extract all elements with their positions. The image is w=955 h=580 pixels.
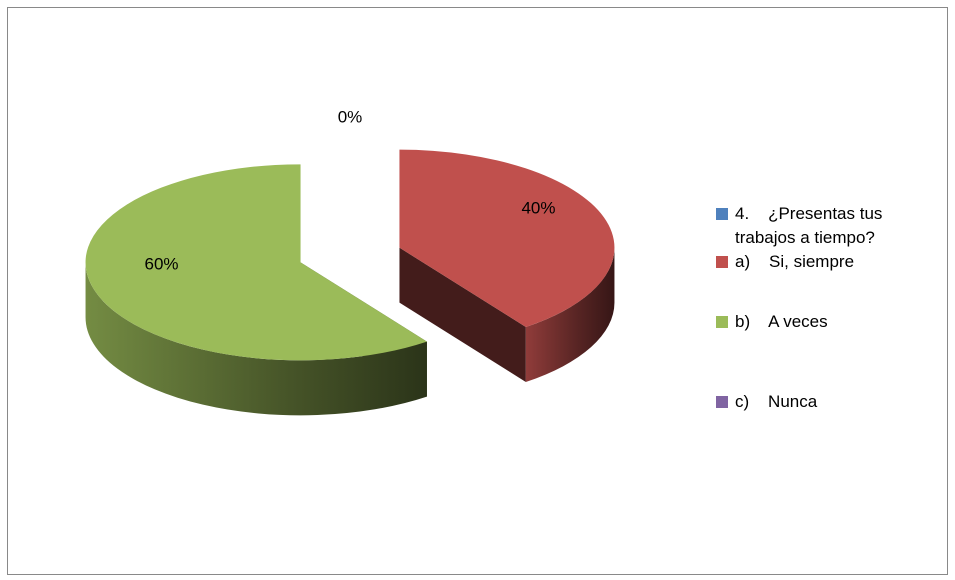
pie-slice — [85, 164, 427, 416]
data-label: 0% — [338, 107, 363, 126]
slice-top — [399, 149, 615, 327]
legend-item: c) Nunca — [716, 390, 946, 414]
data-label: 40% — [521, 199, 555, 218]
legend-swatch — [716, 396, 728, 408]
legend-label: c) Nunca — [735, 392, 818, 411]
legend-label: 4. ¿Presentas tus trabajos a tiempo? — [735, 204, 888, 247]
legend-item: b) A veces — [716, 310, 946, 334]
pie-slice — [399, 149, 615, 382]
legend-label: b) A veces — [735, 312, 828, 331]
legend-swatch — [716, 208, 728, 220]
legend-item: a) Si, siempre — [716, 250, 946, 274]
slice-side — [399, 247, 526, 382]
legend-swatch — [716, 256, 728, 268]
legend-item: 4. ¿Presentas tus trabajos a tiempo? — [716, 202, 946, 250]
legend-swatch — [716, 316, 728, 328]
data-label: 60% — [144, 254, 178, 273]
slice-wall — [525, 247, 615, 382]
legend-label: a) Si, siempre — [735, 252, 855, 271]
slice-wall — [85, 262, 427, 416]
slice-top — [85, 164, 427, 361]
